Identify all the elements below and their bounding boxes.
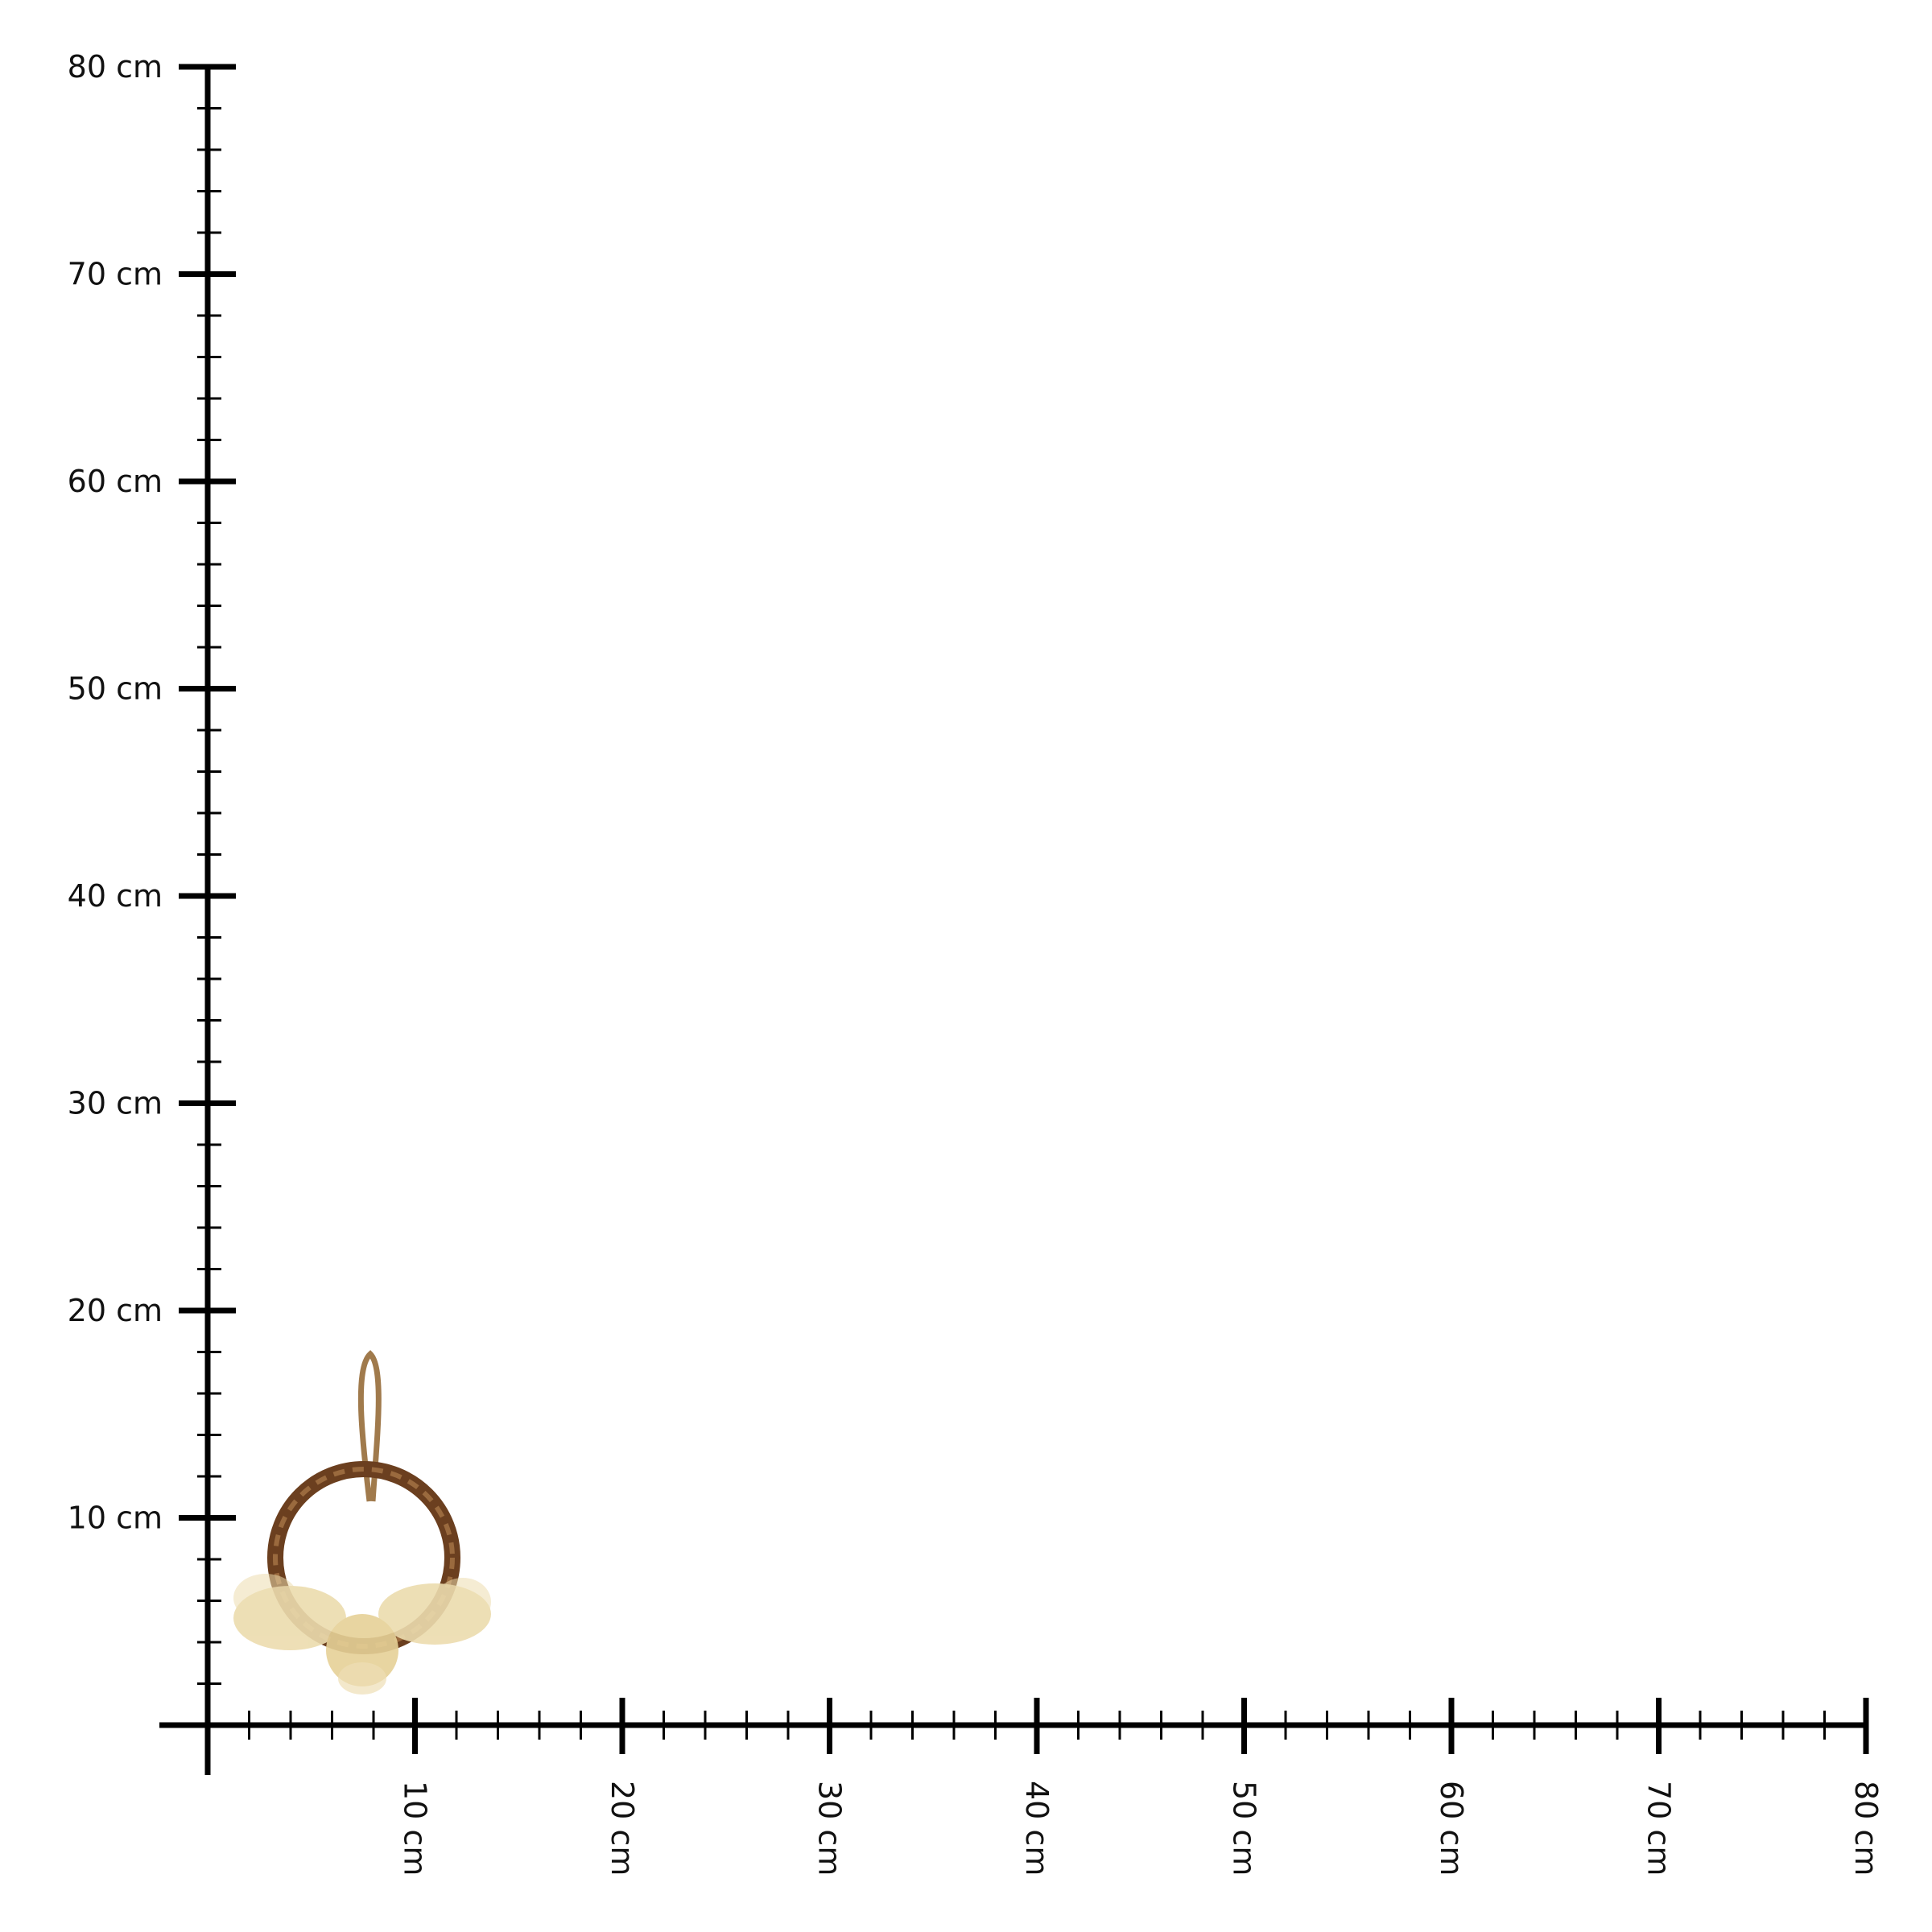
- y-tick-label: 40 cm: [68, 878, 163, 914]
- y-tick-label: 70 cm: [68, 257, 163, 292]
- x-tick-label: 80 cm: [1848, 1781, 1884, 1876]
- y-tick-label: 30 cm: [68, 1086, 163, 1121]
- x-tick-label: 30 cm: [812, 1781, 848, 1876]
- x-tick-label: 60 cm: [1434, 1781, 1469, 1876]
- x-tick-label: 70 cm: [1641, 1781, 1677, 1876]
- y-tick-label: 80 cm: [68, 49, 163, 85]
- y-tick-label: 50 cm: [68, 671, 163, 707]
- y-tick-label: 10 cm: [68, 1501, 163, 1536]
- wreath-product-image: [233, 1350, 491, 1695]
- x-tick-label: 10 cm: [398, 1781, 433, 1876]
- x-tick-label: 40 cm: [1019, 1781, 1055, 1876]
- jute-hanging-loop: [357, 1350, 382, 1502]
- axes: [159, 64, 1868, 1775]
- x-tick-label: 50 cm: [1227, 1781, 1262, 1876]
- y-tick-label: 20 cm: [68, 1293, 163, 1328]
- y-tick-label: 60 cm: [68, 464, 163, 499]
- dried-flower-cluster: [233, 1574, 491, 1695]
- x-tick-label: 20 cm: [605, 1781, 640, 1876]
